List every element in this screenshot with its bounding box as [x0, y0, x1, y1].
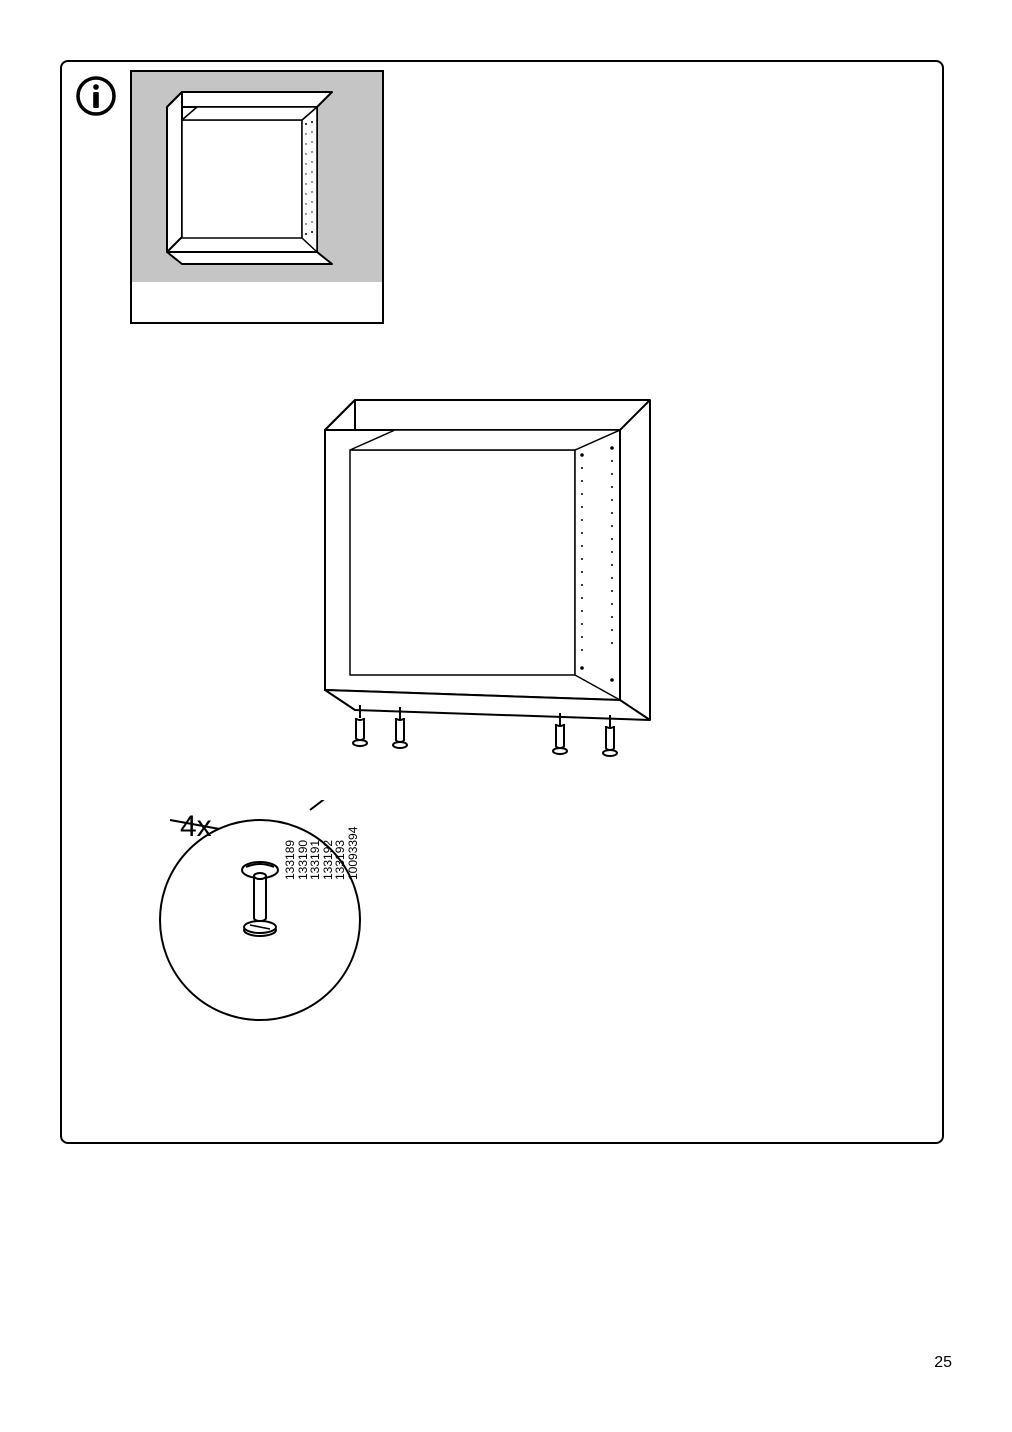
assembly-instruction-page: 4x 133189 133190 133191 133192 133193 10… — [0, 0, 1012, 1432]
part-number: 133189 — [284, 827, 297, 880]
quantity-label: 4x — [180, 810, 212, 844]
part-number: 10093394 — [347, 827, 360, 880]
part-number: 133191 — [309, 827, 322, 880]
info-icon — [75, 75, 117, 117]
part-number-list: 133189 133190 133191 133192 133193 10093… — [284, 827, 360, 880]
page-number: 25 — [934, 1354, 952, 1372]
inset-illustration — [130, 70, 384, 324]
main-illustration — [320, 390, 670, 770]
